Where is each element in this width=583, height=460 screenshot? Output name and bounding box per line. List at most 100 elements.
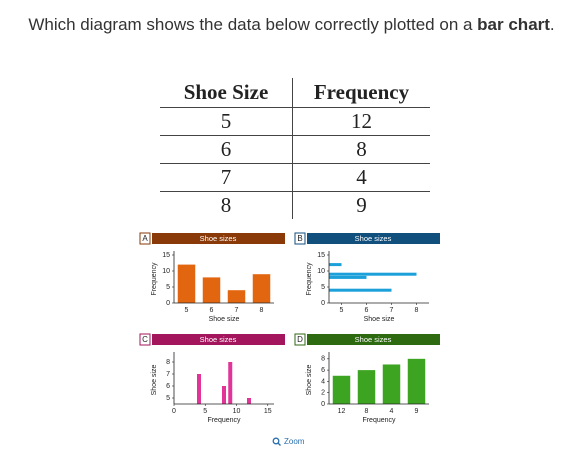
- y-tick-label: 2: [321, 390, 325, 397]
- chart-header: [307, 334, 440, 345]
- bar: [197, 374, 201, 404]
- letter-box: [294, 232, 306, 245]
- x-axis-title: Frequency: [207, 417, 241, 424]
- bar: [202, 277, 221, 303]
- bar: [382, 364, 401, 404]
- zoom-button[interactable]: Zoom: [272, 437, 305, 446]
- x-tick-label: 6: [210, 307, 214, 314]
- option-letter: B: [297, 234, 302, 243]
- y-tick-label: 5: [321, 284, 325, 291]
- bar: [252, 274, 271, 303]
- zoom-icon: [272, 437, 280, 445]
- header-cell: Frequency: [292, 78, 430, 108]
- cell: 8: [160, 191, 293, 219]
- y-tick-label: 6: [166, 383, 170, 390]
- chart-title: Shoe sizes: [355, 335, 392, 344]
- x-tick-label: 6: [365, 307, 369, 314]
- cell: 4: [292, 163, 430, 192]
- zoom-icon: [277, 442, 281, 446]
- cell: 9: [356, 193, 367, 217]
- option[interactable]: A Shoe sizes Frequency Shoe size 0 5 10 15 5 6 7 8: [139, 232, 285, 323]
- x-tick-label: 5: [203, 408, 207, 415]
- letter-box: [139, 232, 151, 245]
- question-bold: bar chart: [477, 15, 550, 34]
- y-tick-label: 5: [166, 284, 170, 291]
- y-tick-label: 10: [162, 268, 170, 275]
- y-tick-label: 15: [162, 252, 170, 259]
- bar: [329, 275, 367, 279]
- bar: [332, 375, 351, 404]
- letter-box: [139, 333, 151, 346]
- header-cell: Shoe Size: [160, 78, 293, 108]
- cell: 5: [160, 107, 293, 136]
- bar: [357, 370, 376, 404]
- chart-title: Shoe sizes: [200, 234, 237, 243]
- x-axis-title: Frequency: [362, 417, 396, 424]
- cell: 7: [160, 163, 293, 192]
- y-axis-title: Frequency: [306, 262, 313, 296]
- cell: 12: [292, 107, 430, 136]
- option[interactable]: D Shoe sizes Shoe size Frequency 0 2 4 6 8 12 8 4 9: [294, 333, 440, 424]
- y-axis-title: Shoe size: [151, 365, 158, 396]
- chart-header: [152, 233, 285, 244]
- option-letter: C: [142, 335, 148, 344]
- option-letter: A: [142, 234, 148, 243]
- x-axis-title: Shoe size: [209, 316, 240, 323]
- bar: [329, 272, 417, 276]
- y-tick-label: 10: [317, 268, 325, 275]
- x-tick-label: 5: [185, 307, 189, 314]
- y-tick-label: 8: [166, 359, 170, 366]
- chart-title: Shoe sizes: [200, 335, 237, 344]
- chart-header: [152, 334, 285, 345]
- x-tick-label: 8: [365, 408, 369, 415]
- y-tick-label: 15: [317, 252, 325, 259]
- bar: [407, 358, 426, 404]
- y-tick-label: 8: [321, 356, 325, 363]
- bar: [329, 288, 392, 292]
- bar: [228, 362, 233, 404]
- x-tick-label: 4: [390, 408, 394, 415]
- option[interactable]: B Shoe sizes Frequency Shoe size 0 5 10 15 5 6 7 8: [294, 232, 440, 323]
- zoom-label: Zoom: [284, 437, 305, 446]
- y-tick-label: 0: [321, 300, 325, 307]
- x-tick-label: 7: [390, 307, 394, 314]
- y-tick-label: 0: [321, 401, 325, 408]
- x-tick-label: 12: [338, 408, 346, 415]
- bar: [177, 264, 196, 303]
- x-axis-title: Shoe size: [364, 316, 395, 323]
- x-tick-label: 7: [235, 307, 239, 314]
- x-tick-label: 9: [415, 408, 419, 415]
- header-row: Shoe Size Frequency: [160, 78, 430, 108]
- question-end: .: [549, 15, 555, 34]
- y-axis-title: Shoe size: [306, 365, 313, 396]
- chart-title: Shoe sizes: [355, 234, 392, 243]
- x-tick-label: 8: [260, 307, 264, 314]
- y-tick-label: 6: [321, 367, 325, 374]
- question: Which diagram shows the data below corre…: [20, 14, 563, 36]
- option-letter: D: [297, 335, 303, 344]
- bar: [329, 263, 342, 267]
- question-text: Which diagram shows the data below corre…: [28, 15, 478, 34]
- y-tick-label: 7: [166, 371, 170, 378]
- cell: 8: [292, 135, 430, 164]
- x-tick-label: 5: [340, 307, 344, 314]
- x-tick-label: 10: [233, 408, 241, 415]
- chart-header: [307, 233, 440, 244]
- y-tick-label: 4: [321, 378, 325, 385]
- x-tick-label: 8: [415, 307, 419, 314]
- row: 5 12: [160, 107, 430, 136]
- x-tick-label: 15: [264, 408, 272, 415]
- y-axis-title: Frequency: [151, 262, 158, 296]
- cell: 6: [160, 135, 293, 164]
- x-tick-label: 0: [172, 408, 176, 415]
- bar: [247, 398, 251, 404]
- y-tick-label: 0: [166, 300, 170, 307]
- letter-box: [294, 333, 306, 346]
